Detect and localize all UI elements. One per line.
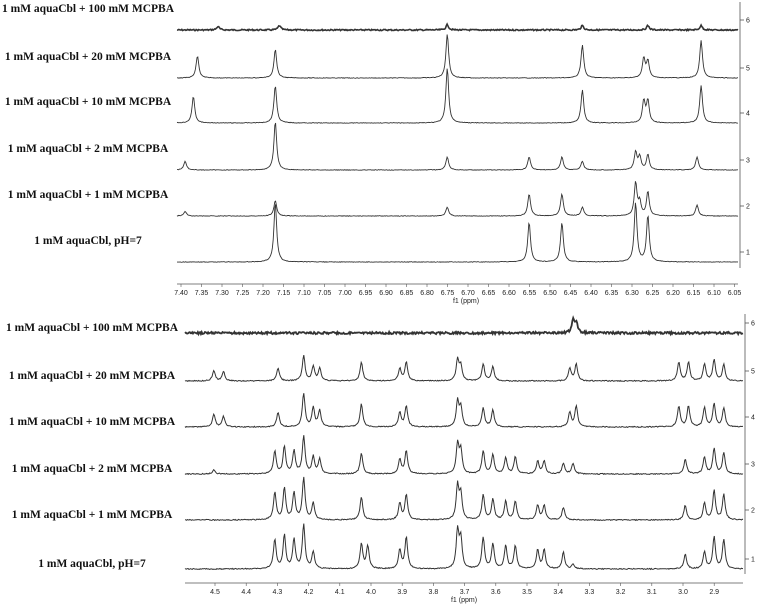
spectrum-trace <box>184 354 744 383</box>
spectrum-trace <box>177 202 739 263</box>
x-tick-label: 3.0 <box>678 589 688 596</box>
x-tick-label: 6.05 <box>728 290 742 297</box>
aromatic-region-panel: 1 mM aquaCbl + 100 mM MCPBA 6 1 mM aquaCbl… <box>2 2 750 305</box>
x-tick-label: 7.40 <box>174 290 188 297</box>
x-tick-label: 6.75 <box>441 290 455 297</box>
series-index: 6 <box>751 321 755 328</box>
series-index: 5 <box>751 369 755 376</box>
x-tick-label: 6.55 <box>523 290 537 297</box>
x-tick-label: 4.5 <box>210 589 220 596</box>
series-label: 1 mM aquaCbl + 100 mM MCPBA <box>2 3 175 15</box>
series-index: 5 <box>746 66 750 73</box>
x-tick-label: 6.30 <box>625 290 639 297</box>
spectrum-trace <box>184 315 744 337</box>
series-index: 6 <box>746 18 750 25</box>
x-tick-label: 6.35 <box>605 290 619 297</box>
x-tick-label: 6.90 <box>379 290 393 297</box>
spectrum-trace <box>177 34 739 79</box>
x-tick-label: 4.3 <box>273 589 283 596</box>
series-index: 2 <box>746 204 750 211</box>
series-label: 1 mM aquaCbl + 2 mM MCPBA <box>12 463 173 475</box>
x-tick-label: 3.7 <box>460 589 470 596</box>
x-tick-label: 6.20 <box>666 290 680 297</box>
x-tick-label: 3.4 <box>553 589 563 596</box>
x-tick-label: 6.60 <box>502 290 516 297</box>
spectrum-trace <box>184 476 744 522</box>
series-label: 1 mM aquaCbl, pH=7 <box>34 235 142 247</box>
x-tick-label: 2.9 <box>709 589 719 596</box>
x-tick-label: 3.6 <box>491 589 501 596</box>
x-tick-label: 7.25 <box>236 290 250 297</box>
x-tick-label: 3.5 <box>522 589 532 596</box>
x-tick-label: 6.85 <box>400 290 414 297</box>
x-tick-label: 4.1 <box>335 589 345 596</box>
spectrum-trace <box>184 523 744 571</box>
x-tick-label: 4.4 <box>241 589 251 596</box>
x-tick-label: 3.9 <box>397 589 407 596</box>
series-label: 1 mM aquaCbl + 100 mM MCPBA <box>6 322 179 334</box>
series-label: 1 mM aquaCbl + 1 mM MCPBA <box>12 509 173 521</box>
spectrum-trace <box>184 435 744 476</box>
x-tick-label: 6.95 <box>359 290 373 297</box>
spectrum-trace <box>176 22 739 32</box>
x-tick-label: 7.05 <box>318 290 332 297</box>
series-index: 3 <box>751 462 755 469</box>
x-axis-label: f1 (ppm) <box>453 298 479 305</box>
series-index: 1 <box>746 250 750 257</box>
x-tick-label: 6.70 <box>461 290 475 297</box>
series-label: 1 mM aquaCbl + 2 mM MCPBA <box>8 143 169 155</box>
spectrum-trace <box>176 68 739 124</box>
x-tick-label: 6.10 <box>707 290 721 297</box>
series-index: 4 <box>746 111 750 118</box>
x-tick-label: 4.0 <box>366 589 376 596</box>
x-tick-label: 7.10 <box>297 290 311 297</box>
x-tick-label: 6.15 <box>687 290 701 297</box>
x-tick-label: 7.35 <box>195 290 209 297</box>
series-index: 3 <box>746 158 750 165</box>
x-tick-label: 6.80 <box>420 290 434 297</box>
series-index: 2 <box>751 508 755 515</box>
spectrum-trace <box>184 393 743 429</box>
series-label: 1 mM aquaCbl, pH=7 <box>38 558 146 570</box>
series-label: 1 mM aquaCbl + 20 mM MCPBA <box>5 51 172 63</box>
spectrum-trace <box>176 181 739 217</box>
x-tick-label: 4.2 <box>304 589 314 596</box>
x-tick-label: 7.00 <box>338 290 352 297</box>
x-tick-label: 6.50 <box>543 290 557 297</box>
x-tick-label: 3.1 <box>647 589 657 596</box>
x-tick-label: 7.30 <box>215 290 229 297</box>
x-tick-label: 3.2 <box>616 589 626 596</box>
series-label: 1 mM aquaCbl + 10 mM MCPBA <box>9 416 176 428</box>
x-tick-label: 7.20 <box>256 290 270 297</box>
series-index: 1 <box>751 557 755 564</box>
aliphatic-region-panel: 1 mM aquaCbl + 100 mM MCPBA 6 1 mM aquaCbl… <box>6 314 755 604</box>
x-tick-label: 6.25 <box>646 290 660 297</box>
x-axis-label: f1 (ppm) <box>451 597 477 604</box>
series-index: 4 <box>751 415 755 422</box>
series-label: 1 mM aquaCbl + 10 mM MCPBA <box>5 96 172 108</box>
x-tick-label: 3.8 <box>429 589 439 596</box>
series-label: 1 mM aquaCbl + 20 mM MCPBA <box>9 370 176 382</box>
series-label: 1 mM aquaCbl + 1 mM MCPBA <box>8 189 169 201</box>
x-tick-label: 7.15 <box>277 290 291 297</box>
x-tick-label: 3.3 <box>585 589 595 596</box>
x-tick-label: 6.40 <box>584 290 598 297</box>
x-tick-label: 6.65 <box>482 290 496 297</box>
x-tick-label: 6.45 <box>564 290 578 297</box>
spectrum-trace <box>177 122 738 171</box>
